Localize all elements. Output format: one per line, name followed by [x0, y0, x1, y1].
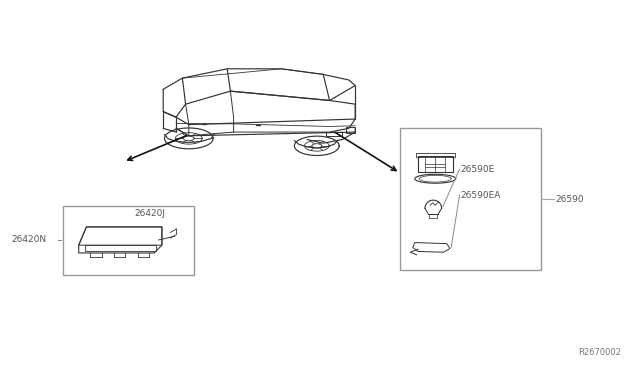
Bar	[416, 153, 455, 157]
Bar	[400, 128, 541, 270]
Text: 26420J: 26420J	[134, 209, 165, 218]
Bar	[418, 155, 453, 172]
Text: 26590EA: 26590EA	[461, 191, 501, 200]
Bar	[63, 206, 194, 275]
Text: R2670002: R2670002	[578, 348, 621, 357]
Text: 26420N: 26420N	[12, 235, 47, 244]
Text: 26590: 26590	[556, 195, 584, 203]
Bar	[85, 245, 156, 251]
Text: 26590E: 26590E	[461, 165, 495, 174]
